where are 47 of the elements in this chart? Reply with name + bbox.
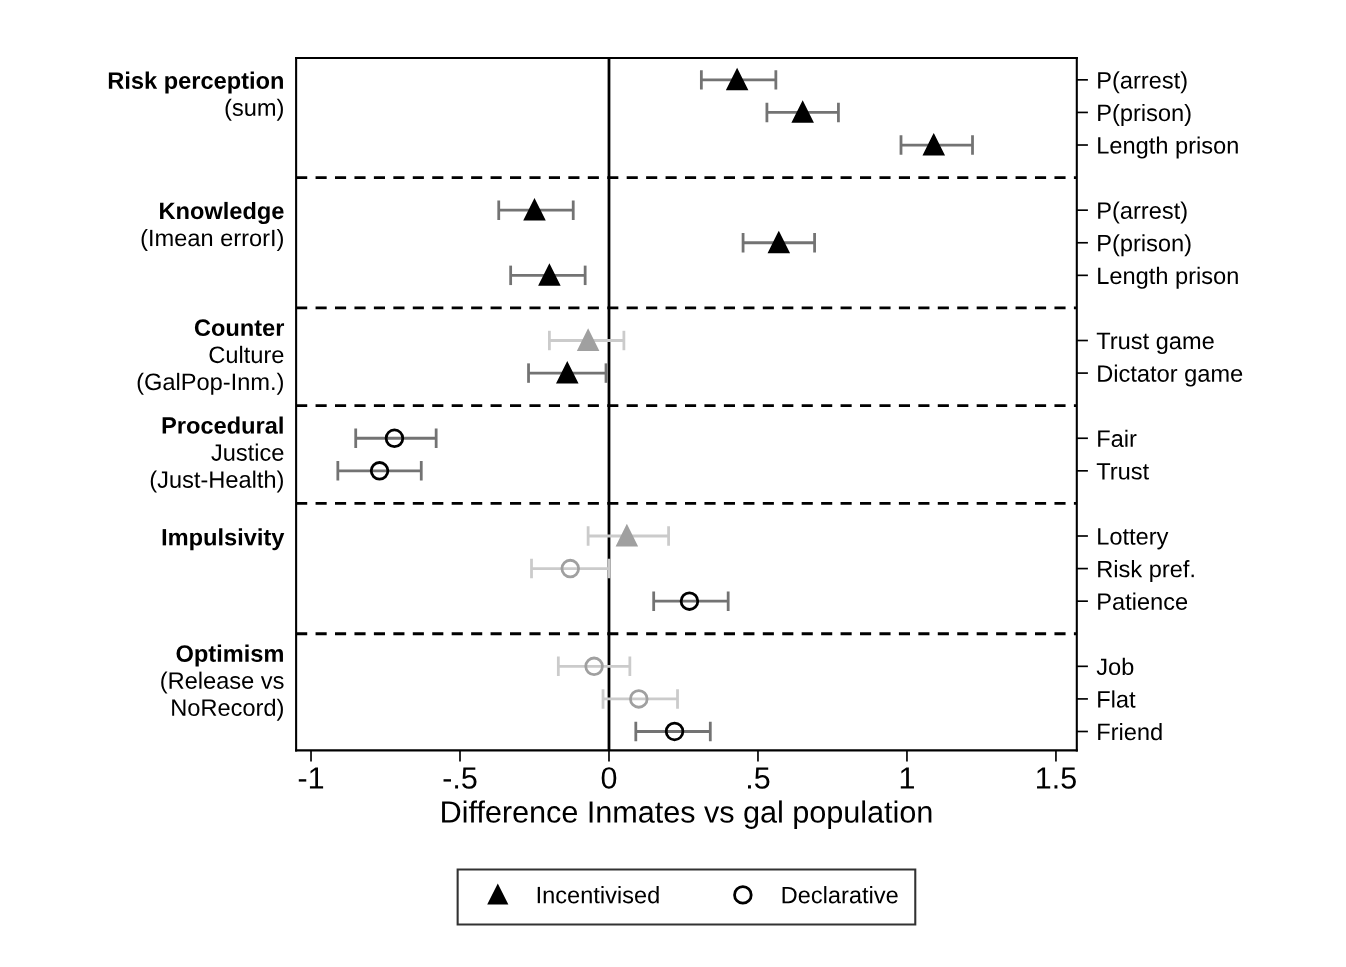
y-tick-label: Length prison [1098, 266, 1238, 289]
point [923, 134, 945, 156]
text: Counter Culture (GalPop-Inm.) [137, 319, 285, 395]
x-axis-title: Difference Inmates vs gal population [442, 800, 932, 829]
y-tick-label: P(arrest) [1098, 71, 1187, 94]
point [629, 689, 649, 709]
legend-label: Declarative [782, 886, 898, 904]
y-tick-label: Patience [1098, 592, 1188, 610]
y-tick-label: Fair [1098, 429, 1137, 448]
y-tick-label: Dictator game [1098, 364, 1243, 387]
y-tick-label: Friend [1098, 722, 1162, 741]
x-tick-label: -.5 [443, 767, 477, 789]
legend-label: Incentivised [537, 886, 659, 904]
point [792, 102, 814, 123]
point [560, 558, 580, 579]
point [768, 232, 790, 254]
y-tick-label: Risk pref. [1098, 560, 1194, 583]
text: Impulsivity [162, 528, 285, 551]
x-tick-label: .5 [748, 767, 770, 789]
y-tick-label: Lottery [1098, 528, 1169, 550]
y-tick-label: Length prison [1098, 136, 1238, 159]
y-tick-label: Trust game [1096, 332, 1214, 354]
point [369, 461, 390, 481]
point [538, 264, 560, 286]
y-tick-label: P(prison) [1098, 103, 1191, 126]
x-tick-label: -1 [298, 767, 324, 789]
y-tick-label: Trust [1096, 463, 1149, 480]
point [524, 199, 545, 221]
y-tick-label: P(prison) [1098, 234, 1191, 257]
point [664, 721, 685, 742]
point [616, 525, 638, 547]
y-tick-label: P(arrest) [1098, 201, 1187, 224]
point [679, 591, 700, 611]
point [577, 330, 599, 351]
x-tick-label: 1.5 [1037, 767, 1076, 789]
text: Procedural Justice (Just-Health) [150, 416, 284, 493]
text: Optimism (Release vs NoRecord) [161, 644, 284, 721]
point [584, 656, 604, 677]
point [384, 428, 405, 448]
x-tick-label: 0 [601, 767, 617, 789]
point [556, 362, 578, 384]
y-tick-label: Flat [1098, 690, 1136, 708]
text: Risk perception (sum) [108, 71, 283, 121]
point [726, 69, 748, 91]
y-tick-label: Job [1096, 657, 1134, 676]
x-tick-label: 1 [900, 767, 914, 789]
text: Knowledge (Imean errorI) [141, 201, 284, 251]
